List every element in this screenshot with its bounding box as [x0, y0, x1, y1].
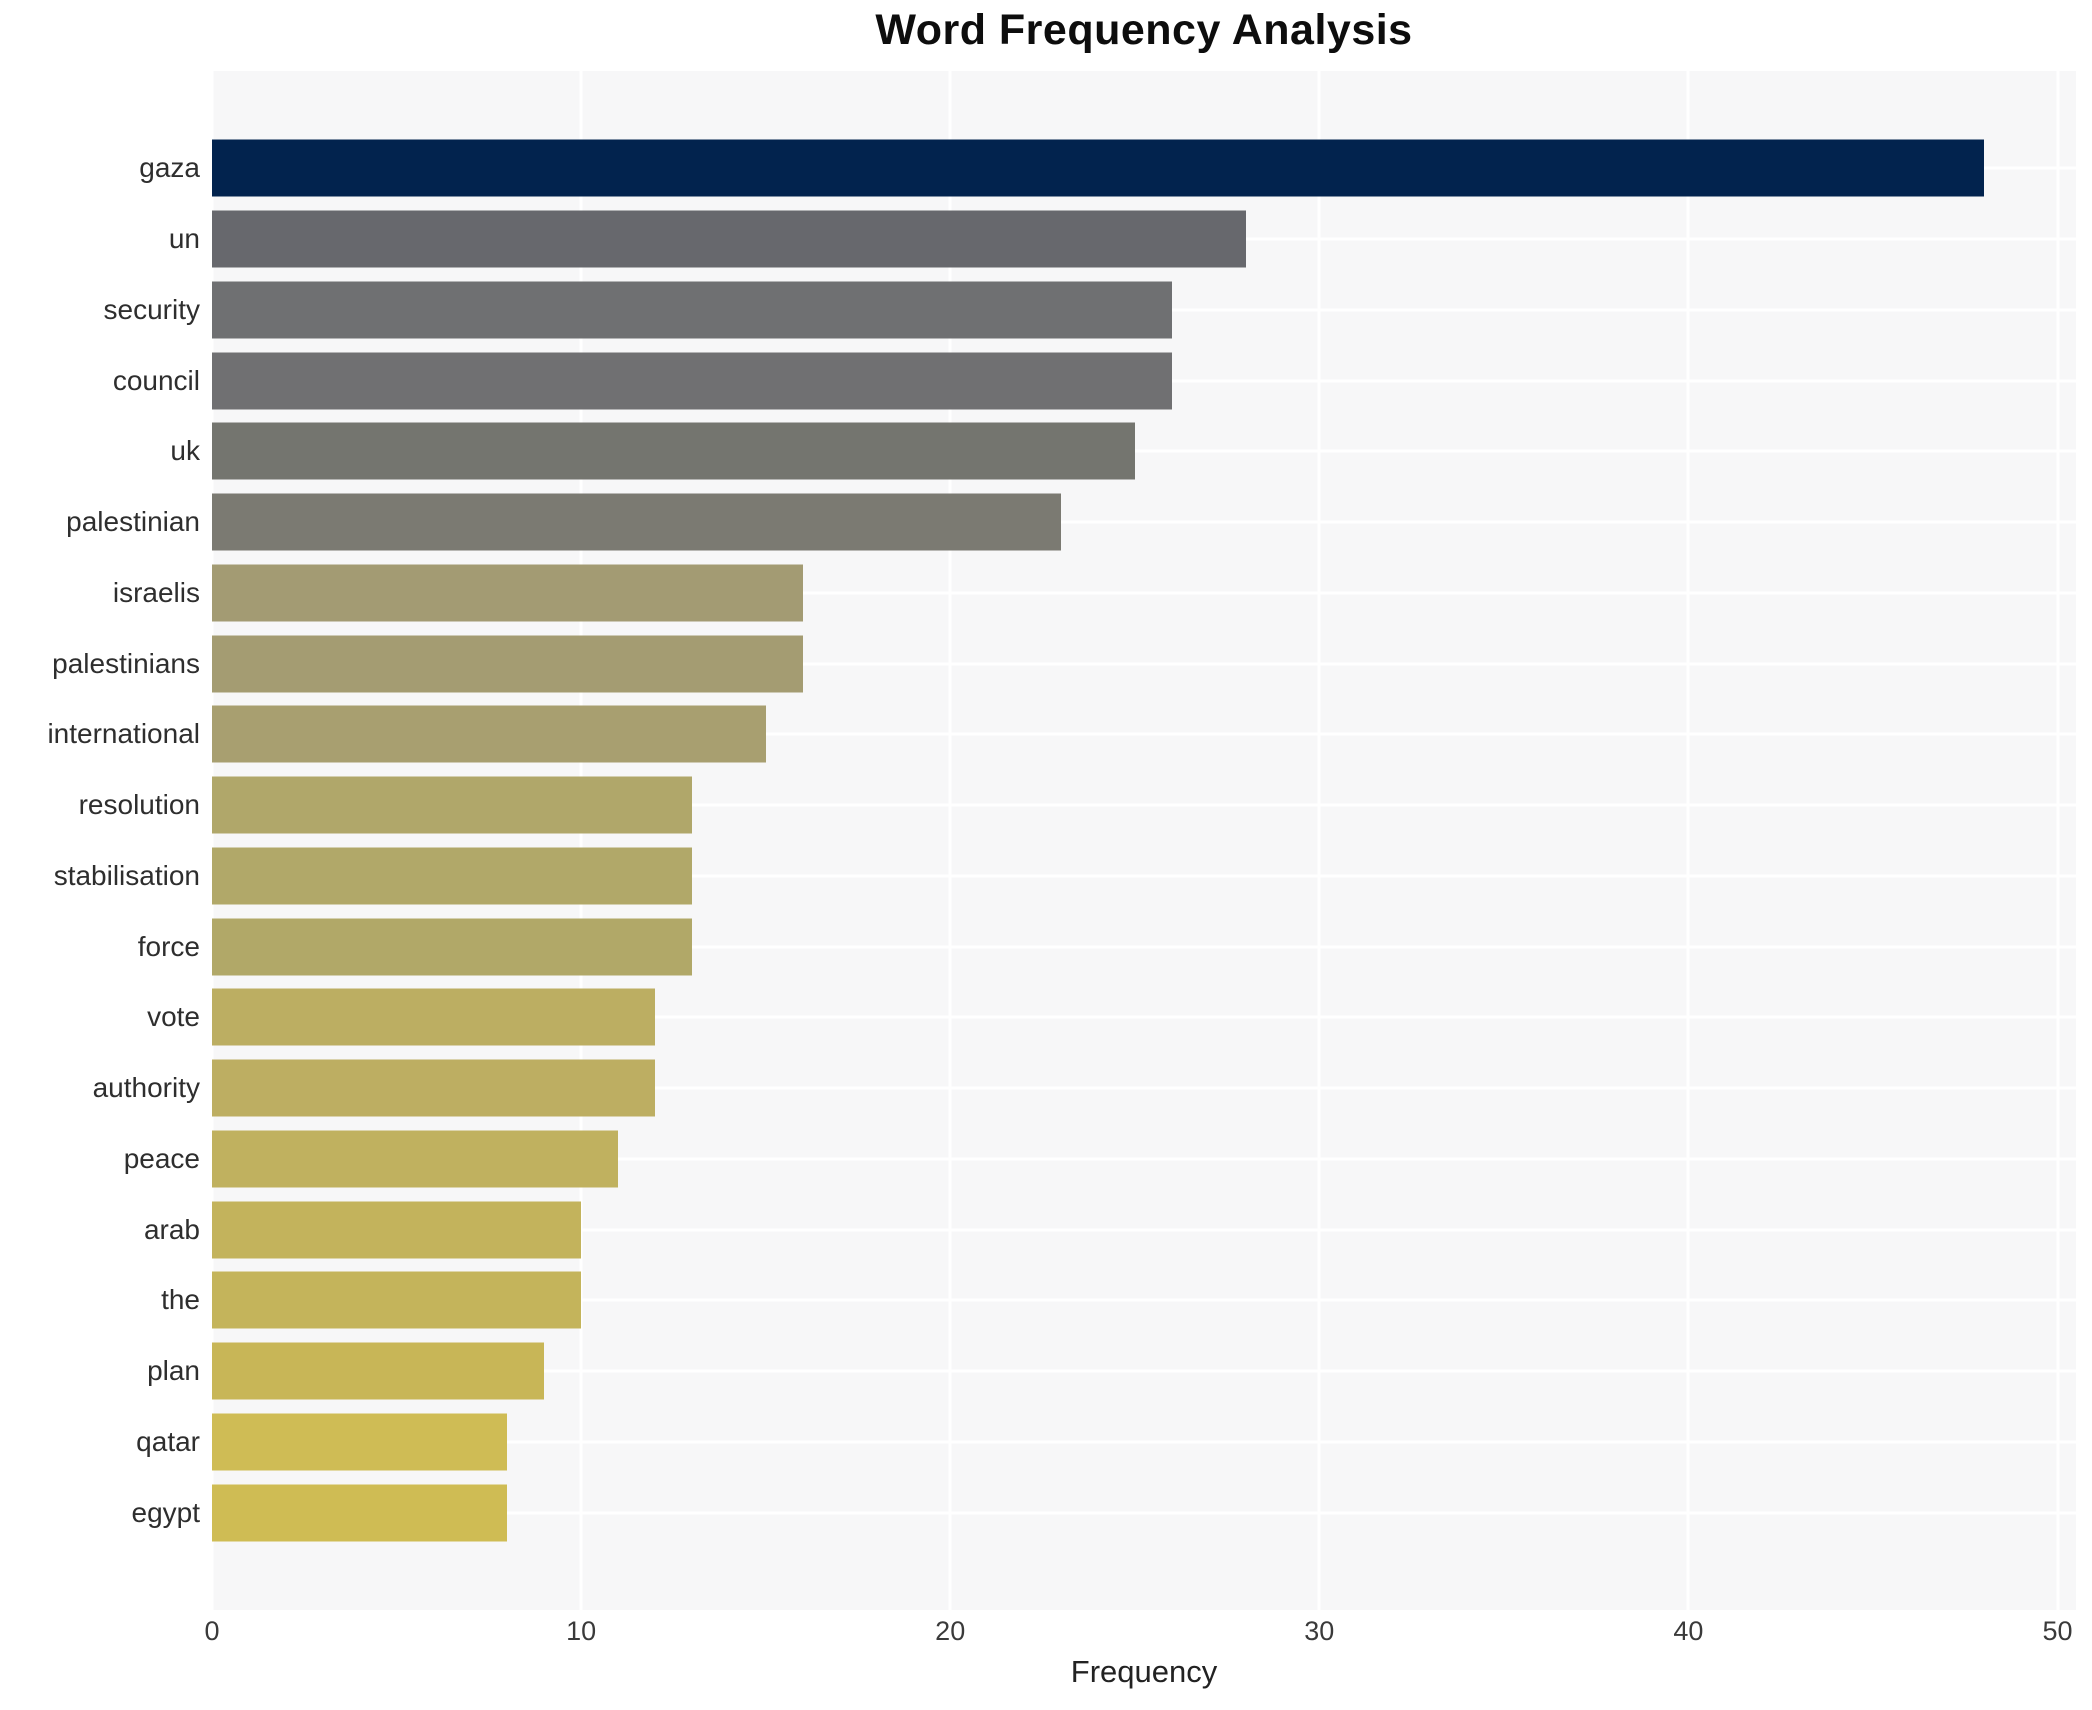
gridline-y-palestinians [212, 662, 2076, 666]
x-axis-label: Frequency [1070, 1654, 1218, 1689]
x-tick-40: 40 [1673, 1616, 1704, 1646]
bar-authority [212, 1059, 655, 1117]
bar-row-force [212, 911, 2076, 982]
bar-israelis [212, 564, 803, 622]
bar-row-egypt [212, 1477, 2076, 1548]
gridline-y-uk [212, 449, 2076, 453]
bar-vote [212, 988, 655, 1046]
x-tick-10: 10 [566, 1616, 597, 1646]
gridline-y-stabilisation [212, 874, 2076, 878]
bar-peace [212, 1130, 619, 1188]
bar-row-gaza [212, 133, 2076, 204]
bar-row-arab [212, 1194, 2076, 1265]
bar-row-council [212, 345, 2076, 416]
x-tick-0: 0 [204, 1616, 220, 1646]
category-label-qatar: qatar [136, 1425, 200, 1457]
x-tick-20: 20 [935, 1616, 966, 1646]
category-label-international: international [47, 718, 200, 750]
bar-rows [212, 133, 2076, 1548]
bar-row-peace [212, 1124, 2076, 1195]
bar-council [212, 352, 1172, 410]
gridline-y-palestinian [212, 520, 2076, 524]
bar-international [212, 705, 766, 763]
gridline-y-peace [212, 1157, 2076, 1161]
bar-row-uk [212, 416, 2076, 487]
bar-row-qatar [212, 1407, 2076, 1478]
bar-gaza [212, 139, 1984, 197]
gridline-x-20 [948, 71, 952, 1610]
plot-area [210, 71, 2076, 1610]
bar-row-stabilisation [212, 841, 2076, 912]
gridline-x-40 [1686, 71, 1690, 1610]
bar-resolution [212, 776, 692, 834]
category-label-security: security [103, 293, 200, 325]
bar-row-resolution [212, 770, 2076, 841]
category-label-un: un [168, 223, 200, 255]
bar-stabilisation [212, 847, 692, 905]
category-label-israelis: israelis [112, 576, 200, 608]
bar-row-plan [212, 1336, 2076, 1407]
category-label-authority: authority [92, 1072, 200, 1104]
bar-row-palestinians [212, 628, 2076, 699]
bar-uk [212, 422, 1135, 480]
gridline-y-the [212, 1298, 2076, 1302]
bar-arab [212, 1201, 582, 1259]
gridline-y-force [212, 945, 2076, 949]
gridline-x-50 [2056, 71, 2060, 1610]
category-label-gaza: gaza [139, 152, 200, 184]
bar-row-the [212, 1265, 2076, 1336]
gridline-x-30 [1317, 71, 1321, 1610]
category-label-stabilisation: stabilisation [53, 859, 200, 891]
bar-security [212, 281, 1172, 339]
category-label-peace: peace [123, 1142, 200, 1174]
bar-row-israelis [212, 558, 2076, 629]
category-label-resolution: resolution [78, 789, 200, 821]
bar-palestinian [212, 493, 1061, 551]
chart-title: Word Frequency Analysis [875, 6, 1413, 54]
category-label-uk: uk [170, 435, 200, 467]
gridline-x-10 [579, 71, 583, 1610]
gridline-y-plan [212, 1369, 2076, 1373]
category-label-plan: plan [147, 1355, 200, 1387]
bar-egypt [212, 1484, 508, 1542]
category-label-arab: arab [143, 1213, 200, 1245]
bar-force [212, 918, 692, 976]
category-label-force: force [137, 930, 200, 962]
bar-row-international [212, 699, 2076, 770]
category-label-the: the [161, 1284, 200, 1316]
gridline-x-0 [210, 71, 214, 1610]
y-axis: gaza un security council uk palestinian israel… [0, 71, 200, 1610]
bar-qatar [212, 1413, 508, 1471]
bar-row-security [212, 275, 2076, 346]
category-label-egypt: egypt [131, 1496, 201, 1528]
gridline-y-authority [212, 1086, 2076, 1090]
bar-plan [212, 1342, 545, 1400]
gridline-y-qatar [212, 1440, 2076, 1444]
gridline-y-egypt [212, 1511, 2076, 1515]
category-label-vote: vote [147, 1001, 200, 1033]
gridline-y-vote [212, 1015, 2076, 1019]
x-tick-30: 30 [1304, 1616, 1335, 1646]
category-label-palestinian: palestinian [66, 506, 200, 538]
gridline-y-israelis [212, 591, 2076, 595]
gridline-y-international [212, 732, 2076, 736]
category-label-council: council [112, 364, 200, 396]
bar-row-un [212, 204, 2076, 275]
bar-un [212, 210, 1246, 268]
bar-row-authority [212, 1053, 2076, 1124]
bar-row-palestinian [212, 487, 2076, 558]
gridline-y-resolution [212, 803, 2076, 807]
category-label-palestinians: palestinians [52, 647, 200, 679]
bar-palestinians [212, 635, 803, 693]
bar-row-vote [212, 982, 2076, 1053]
gridline-y-arab [212, 1228, 2076, 1232]
x-axis-ticks: 0 10 20 30 40 50 [204, 1616, 2076, 1652]
bar-the [212, 1271, 582, 1329]
y-axis-labels: gaza un security council uk palestinian israel… [0, 133, 200, 1548]
x-tick-50: 50 [2042, 1616, 2073, 1646]
